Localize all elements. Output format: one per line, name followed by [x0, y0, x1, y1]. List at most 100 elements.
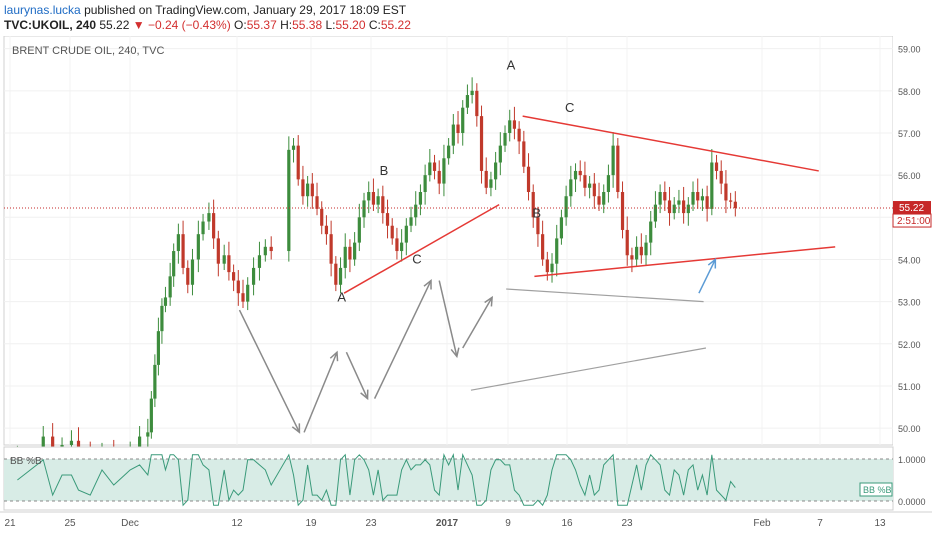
candle-body	[156, 331, 160, 365]
wave-label: B	[532, 205, 541, 220]
candle-body	[329, 234, 333, 264]
candle-body	[432, 162, 437, 171]
time-axis-ticks[interactable]: 21 25 Dec 12 19 23 2017 9 16 23 Feb 7 13	[4, 518, 886, 529]
candle-body	[301, 179, 305, 197]
candle-body	[456, 124, 460, 133]
candle-body	[531, 192, 535, 218]
candle-body	[160, 305, 164, 332]
indicator-tag-label: BB %B	[863, 485, 892, 495]
candle-body	[602, 192, 606, 205]
candle-body	[320, 208, 324, 226]
x-tick-label: 12	[231, 518, 243, 529]
candle-body	[181, 234, 185, 268]
wave-arrow-down-2[interactable]	[345, 351, 369, 401]
candle-body	[227, 255, 231, 273]
candle-body	[677, 200, 681, 205]
candle-body	[251, 267, 256, 285]
candle-body	[207, 213, 211, 222]
chart-title: BRENT CRUDE OIL, 240, TVC	[12, 45, 164, 57]
candle-body	[606, 175, 611, 193]
candle-body	[232, 272, 236, 281]
x-tick-label: 25	[64, 518, 76, 529]
candle-body	[465, 95, 470, 108]
candles	[15, 77, 737, 475]
ohlc-close-label: C:	[368, 18, 381, 32]
candle-body	[51, 436, 55, 450]
candle-body	[714, 162, 719, 171]
candle-body	[236, 280, 240, 294]
candle-body	[196, 234, 200, 260]
candle-body	[287, 149, 291, 252]
author-link[interactable]: laurynas.lucka	[4, 3, 81, 17]
candle-body	[583, 175, 587, 188]
projection-line-upper[interactable]	[506, 288, 704, 303]
candle-body	[357, 217, 361, 243]
y-tick-label: 52.00	[898, 340, 921, 350]
candle-body	[76, 440, 81, 450]
candle-body	[588, 183, 592, 188]
candle-body	[672, 204, 676, 214]
candle-body	[390, 225, 394, 239]
candle-body	[700, 196, 705, 201]
candle-body	[503, 132, 507, 146]
candle-body	[597, 196, 601, 205]
candle-body	[686, 204, 690, 214]
candle-body	[541, 234, 545, 260]
candle-body	[470, 90, 474, 96]
wave-arrow-down-1[interactable]	[238, 309, 301, 434]
x-tick-label: 19	[305, 518, 317, 529]
ohlc-close: 55.22	[380, 18, 411, 32]
candle-body	[418, 192, 423, 205]
candle-body	[696, 192, 700, 201]
wave-arrow-up-2[interactable]	[373, 279, 432, 399]
x-tick-label: 21	[4, 518, 16, 529]
candle-body	[168, 276, 172, 298]
candle-body	[569, 179, 573, 197]
projection-line-lower[interactable]	[470, 347, 707, 391]
wave-label: B	[380, 163, 389, 178]
main-pane[interactable]	[3, 36, 894, 446]
candle-body	[409, 217, 413, 226]
price-axis[interactable]	[893, 36, 932, 550]
price-change: −0.24 (−0.43%)	[147, 18, 231, 32]
wave-arrow-up-3[interactable]	[462, 295, 493, 349]
candle-body	[578, 170, 582, 176]
candle-body	[400, 242, 404, 252]
candle-body	[508, 120, 512, 133]
candle-body	[69, 440, 74, 445]
triangle-upper-line[interactable]	[522, 115, 819, 172]
publish-line: laurynas.lucka published on TradingView.…	[4, 3, 406, 17]
candle-body	[138, 436, 142, 450]
candle-body	[371, 192, 376, 205]
triangle-lower-line[interactable]	[534, 246, 836, 278]
candle-body	[526, 166, 531, 193]
y-tick-label: 50.00	[898, 424, 921, 434]
bb-tick-1: 1.0000	[898, 455, 926, 465]
candle-body	[291, 145, 296, 150]
candle-body	[644, 242, 648, 256]
trend-line-support-1[interactable]	[343, 204, 500, 294]
grid	[4, 36, 893, 445]
ohlc-open: 55.37	[246, 18, 277, 32]
candle-body	[451, 124, 455, 146]
y-tick-label: 57.00	[898, 129, 921, 139]
candle-body	[216, 238, 220, 264]
x-tick-label: 7	[817, 518, 823, 529]
candle-body	[367, 192, 371, 201]
wave-label: A	[507, 58, 516, 73]
candle-body	[512, 120, 517, 129]
candle-body	[649, 221, 653, 243]
bb-percent-line	[17, 452, 736, 507]
y-tick-label: 54.00	[898, 255, 921, 265]
x-tick-label: 23	[621, 518, 633, 529]
candle-body	[176, 234, 180, 252]
x-tick-label: 13	[874, 518, 886, 529]
breakout-arrow[interactable]	[698, 257, 717, 294]
wave-arrow-up-1[interactable]	[303, 350, 339, 433]
candle-body	[447, 145, 451, 159]
candle-body	[573, 170, 578, 180]
candle-body	[348, 246, 352, 260]
candle-body	[494, 162, 498, 180]
wave-arrow-down-3[interactable]	[438, 280, 460, 359]
price-chart[interactable]: A B C A B C BRENT CRUDE OIL, 240, TVC 50.00 51…	[0, 36, 932, 550]
